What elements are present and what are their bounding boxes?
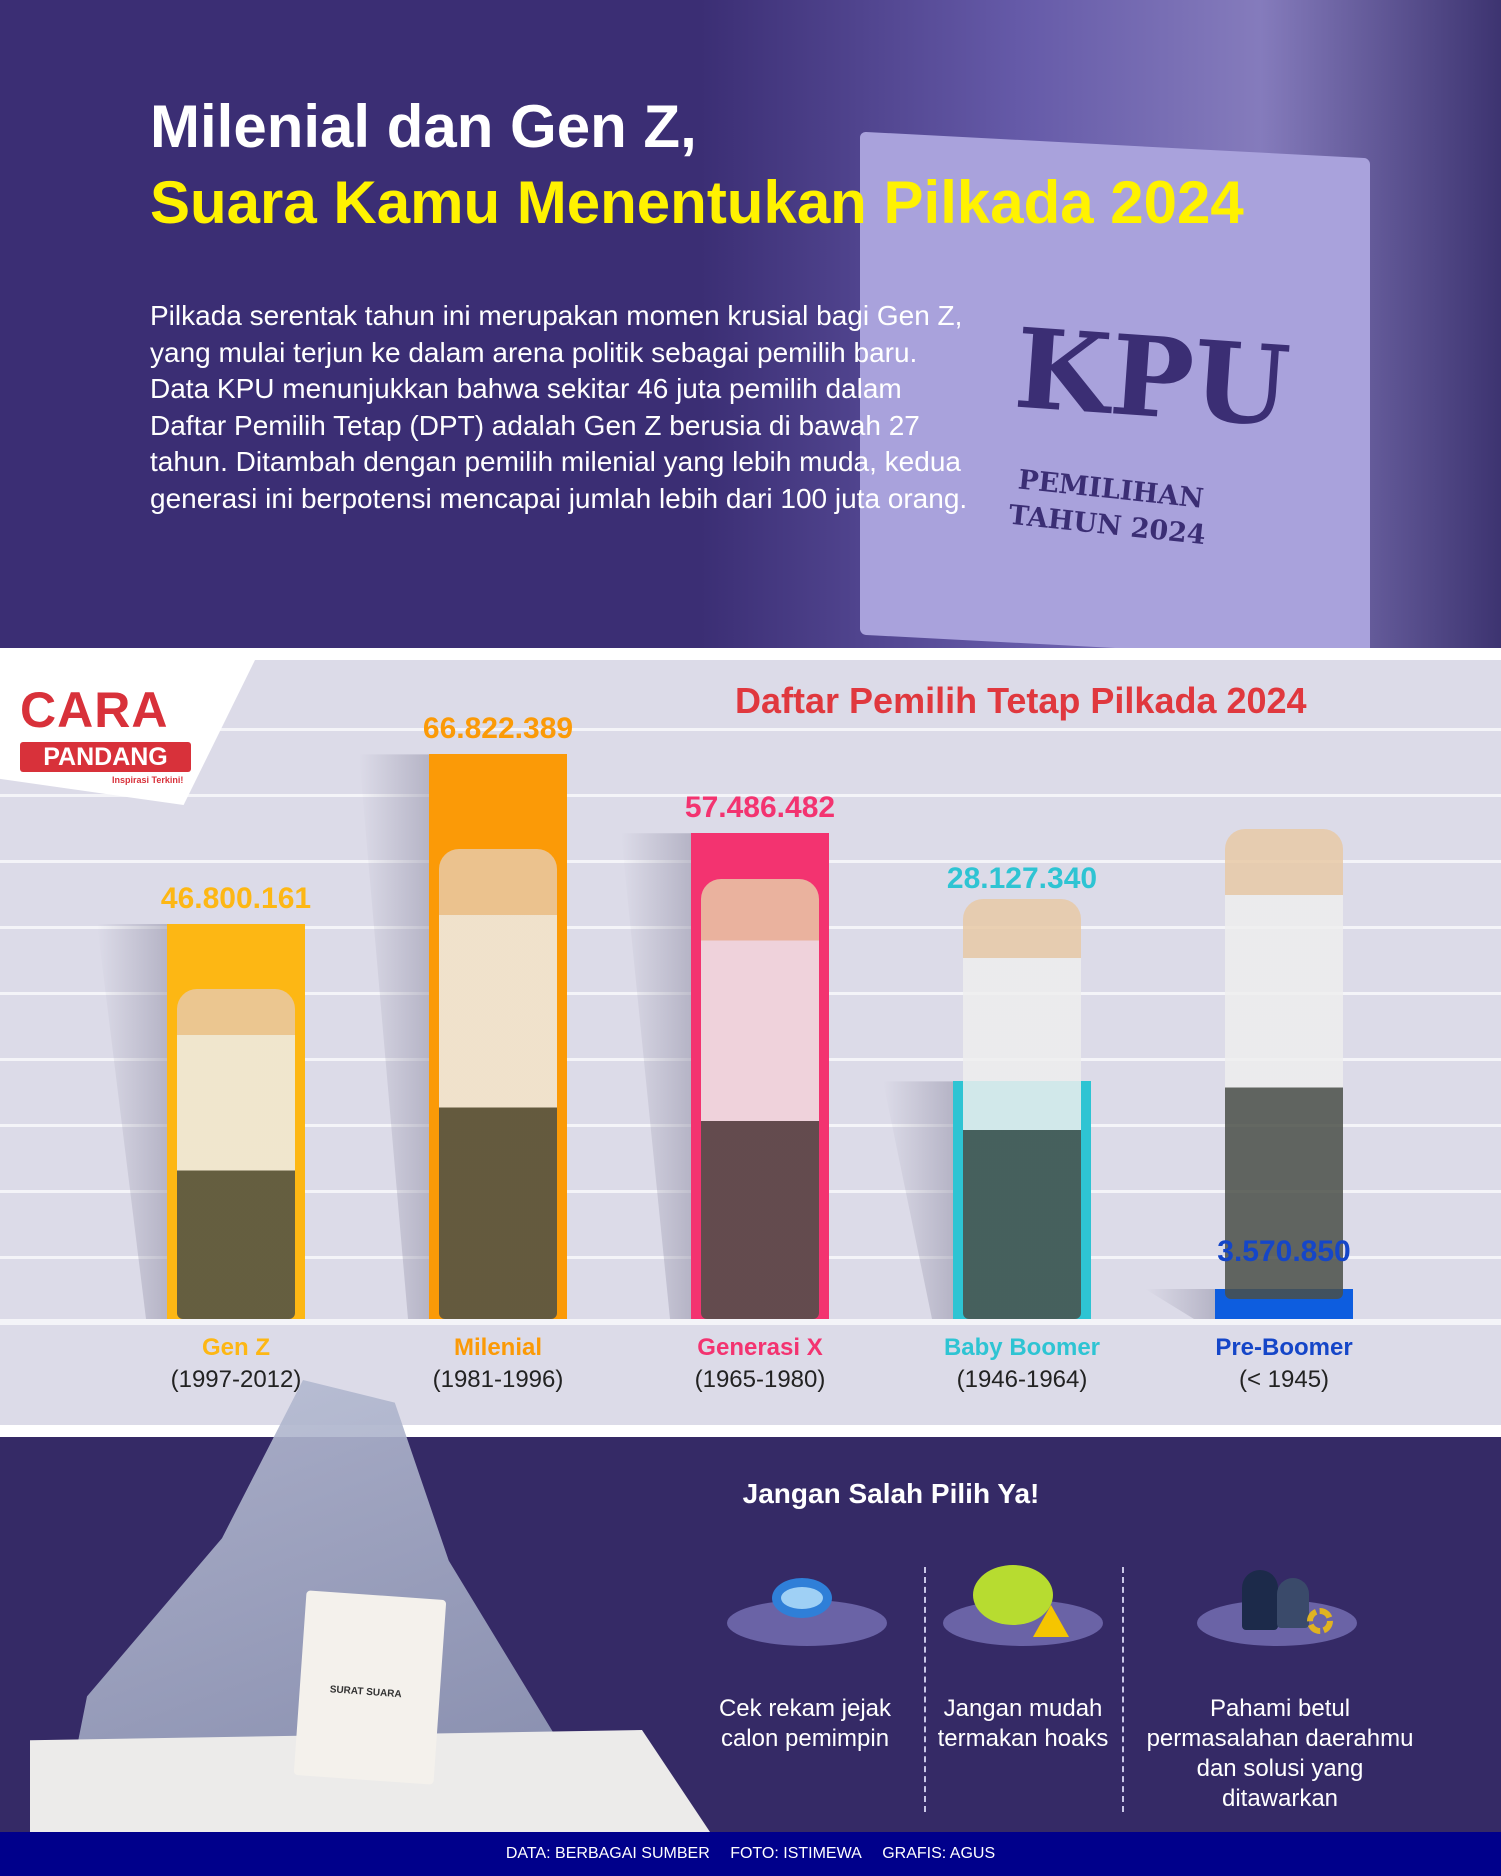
gridline bbox=[0, 1322, 1501, 1325]
person-illustration bbox=[963, 899, 1081, 1319]
category-years: (1997-2012) bbox=[170, 1366, 302, 1393]
warning-globe-icon bbox=[943, 1565, 1103, 1646]
value-label: 57.486.482 bbox=[684, 791, 836, 825]
divider bbox=[1122, 1567, 1124, 1812]
tip-1: Cek rekam jejak calon pemimpin bbox=[718, 1695, 892, 1752]
category-years: (1981-1996) bbox=[432, 1366, 564, 1393]
header-section: KPU PEMILIHAN TAHUN 2024 Milenial dan Gen… bbox=[0, 0, 1501, 648]
person-illustration bbox=[177, 989, 295, 1319]
title-line1: Milenial dan Gen Z, bbox=[150, 93, 697, 160]
category-years: (1965-1980) bbox=[694, 1366, 826, 1393]
category-years: (1946-1964) bbox=[956, 1366, 1088, 1393]
category-label: Milenial bbox=[453, 1334, 543, 1361]
category-label: Generasi X bbox=[697, 1334, 823, 1361]
credit-data: DATA: BERBAGAI SUMBER bbox=[505, 1845, 710, 1862]
value-label: 3.570.850 bbox=[1217, 1235, 1351, 1268]
divider bbox=[924, 1567, 926, 1812]
title-line2: Suara Kamu Menentukan Pilkada 2024 bbox=[150, 169, 1244, 236]
credit-grafis: GRAFIS: AGUS bbox=[882, 1845, 996, 1862]
person-illustration bbox=[439, 849, 557, 1319]
people-gear-icon bbox=[1197, 1570, 1357, 1646]
ballot-paper: SURAT SUARA bbox=[293, 1590, 447, 1785]
logo-cara: CARA bbox=[20, 682, 169, 738]
ballot-label: SURAT SUARA bbox=[329, 1684, 403, 1701]
chart-title: Daftar Pemilih Tetap Pilkada 2024 bbox=[735, 680, 1307, 721]
person-illustration bbox=[1225, 829, 1343, 1299]
value-label: 28.127.340 bbox=[946, 862, 1098, 895]
logo-pandang: PANDANG bbox=[20, 742, 191, 772]
category-label: Pre-Boomer bbox=[1215, 1334, 1353, 1361]
tip-2: Jangan mudah termakan hoaks bbox=[937, 1695, 1109, 1752]
footer-credits: DATA: BERBAGAI SUMBER FOTO: ISTIMEWA GRA… bbox=[0, 1832, 1501, 1876]
magnifier-icon bbox=[727, 1578, 887, 1646]
category-years: (< 1945) bbox=[1238, 1366, 1330, 1393]
ballot-box-label: KPU bbox=[1010, 303, 1294, 452]
intro-paragraph: Pilkada serentak tahun ini merupakan mom… bbox=[150, 300, 968, 514]
category-label: Baby Boomer bbox=[943, 1334, 1101, 1361]
category-label: Gen Z bbox=[201, 1334, 270, 1361]
value-label: 46.800.161 bbox=[160, 881, 312, 915]
logo-tagline: Inspirasi Terkini! bbox=[112, 775, 184, 785]
gridline bbox=[0, 728, 1501, 731]
credit-foto: FOTO: ISTIMEWA bbox=[730, 1845, 862, 1862]
gridline bbox=[0, 794, 1501, 797]
person-illustration bbox=[701, 879, 819, 1319]
value-label: 66.822.389 bbox=[422, 712, 574, 746]
tip-3: Pahami betul permasalahan daerahmu dan s… bbox=[1146, 1695, 1414, 1812]
tips-heading: Jangan Salah Pilih Ya! bbox=[742, 1478, 1040, 1509]
baseline bbox=[0, 1319, 1501, 1322]
